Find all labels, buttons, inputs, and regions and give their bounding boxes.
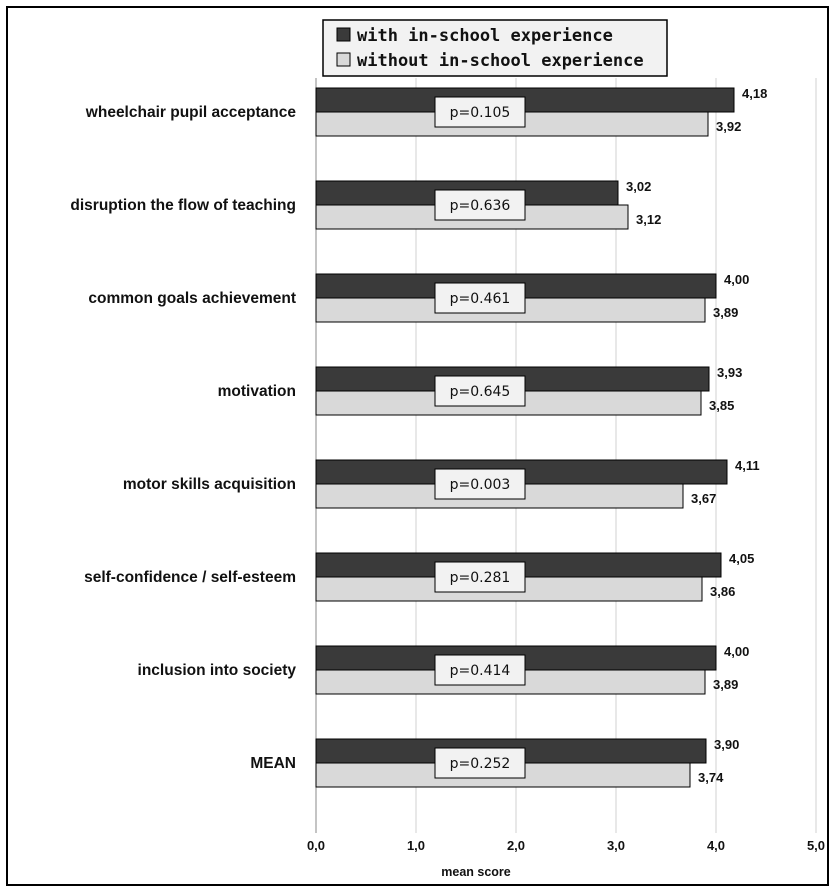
- p-value-label: p=0.645: [450, 384, 511, 400]
- category-label: MEAN: [250, 755, 296, 772]
- p-value-box: [434, 468, 526, 500]
- p-value-box: [434, 189, 526, 221]
- data-label: 4,18: [742, 86, 767, 101]
- bar-group: 3,02 3,12 p=0.636: [315, 179, 661, 230]
- data-label: 3,02: [626, 179, 651, 194]
- bar-group: 3,90 3,74 p=0.252: [315, 737, 739, 788]
- legend: with in-school experience without in-sch…: [322, 19, 668, 77]
- p-value-box: [434, 654, 526, 686]
- category-label: common goals achievement: [88, 290, 296, 307]
- legend-label-without: without in-school experience: [357, 51, 644, 71]
- x-axis-title: mean score: [441, 865, 511, 879]
- data-label: 3,85: [709, 398, 734, 413]
- legend-label-with: with in-school experience: [357, 26, 613, 46]
- category-label: motor skills acquisition: [123, 476, 296, 493]
- p-value-box: [434, 747, 526, 779]
- p-value-label: p=0.252: [450, 756, 511, 772]
- category-label: wheelchair pupil acceptance: [85, 104, 297, 121]
- category-label: disruption the flow of teaching: [70, 197, 296, 214]
- data-label: 3,92: [716, 119, 741, 134]
- legend-swatch-without: [336, 52, 351, 67]
- p-value-label: p=0.003: [450, 477, 511, 493]
- x-tick-label: 1,0: [407, 838, 425, 853]
- legend-swatch-with: [336, 27, 351, 42]
- x-tick-label: 5,0: [807, 838, 825, 853]
- bar-group: 3,93 3,85 p=0.645: [315, 365, 742, 416]
- chart-frame: 4,18 3,92 p=0.105 3,02 3,12 p=0.636 4,00 3,89 p=…: [6, 6, 829, 886]
- data-label: 4,00: [724, 644, 749, 659]
- bar-group: 4,11 3,67 p=0.003: [315, 458, 760, 509]
- data-label: 3,67: [691, 491, 716, 506]
- category-label: self-confidence / self-esteem: [84, 569, 296, 586]
- data-label: 4,05: [729, 551, 754, 566]
- p-value-box: [434, 282, 526, 314]
- legend-box: [322, 19, 668, 77]
- data-label: 4,11: [735, 458, 760, 473]
- data-label: 3,89: [713, 677, 738, 692]
- x-tick-labels: 0,0 1,0 2,0 3,0 4,0 5,0: [307, 838, 825, 853]
- category-labels: wheelchair pupil acceptance disruption th…: [70, 104, 296, 772]
- bar-groups: 4,18 3,92 p=0.105 3,02 3,12 p=0.636 4,00 3,89 p=…: [315, 86, 767, 788]
- x-tick-label: 0,0: [307, 838, 325, 853]
- bar-chart: 4,18 3,92 p=0.105 3,02 3,12 p=0.636 4,00 3,89 p=…: [70, 19, 825, 879]
- category-label: motivation: [218, 383, 296, 400]
- bar-group: 4,00 3,89 p=0.414: [315, 644, 749, 695]
- x-tick-label: 3,0: [607, 838, 625, 853]
- data-label: 4,00: [724, 272, 749, 287]
- data-label: 3,12: [636, 212, 661, 227]
- p-value-box: [434, 96, 526, 128]
- x-tick-label: 2,0: [507, 838, 525, 853]
- p-value-label: p=0.414: [450, 663, 511, 679]
- p-value-label: p=0.461: [450, 291, 511, 307]
- bar-group: 4,18 3,92 p=0.105: [315, 86, 767, 137]
- data-label: 3,93: [717, 365, 742, 380]
- p-value-label: p=0.105: [450, 105, 511, 121]
- p-value-box: [434, 375, 526, 407]
- bar-group: 4,05 3,86 p=0.281: [315, 551, 754, 602]
- data-label: 3,74: [698, 770, 724, 785]
- data-label: 3,86: [710, 584, 735, 599]
- p-value-label: p=0.281: [450, 570, 511, 586]
- x-tick-label: 4,0: [707, 838, 725, 853]
- p-value-box: [434, 561, 526, 593]
- data-label: 3,90: [714, 737, 739, 752]
- category-label: inclusion into society: [138, 662, 297, 679]
- p-value-label: p=0.636: [450, 198, 511, 214]
- data-label: 3,89: [713, 305, 738, 320]
- bar-group: 4,00 3,89 p=0.461: [315, 272, 749, 323]
